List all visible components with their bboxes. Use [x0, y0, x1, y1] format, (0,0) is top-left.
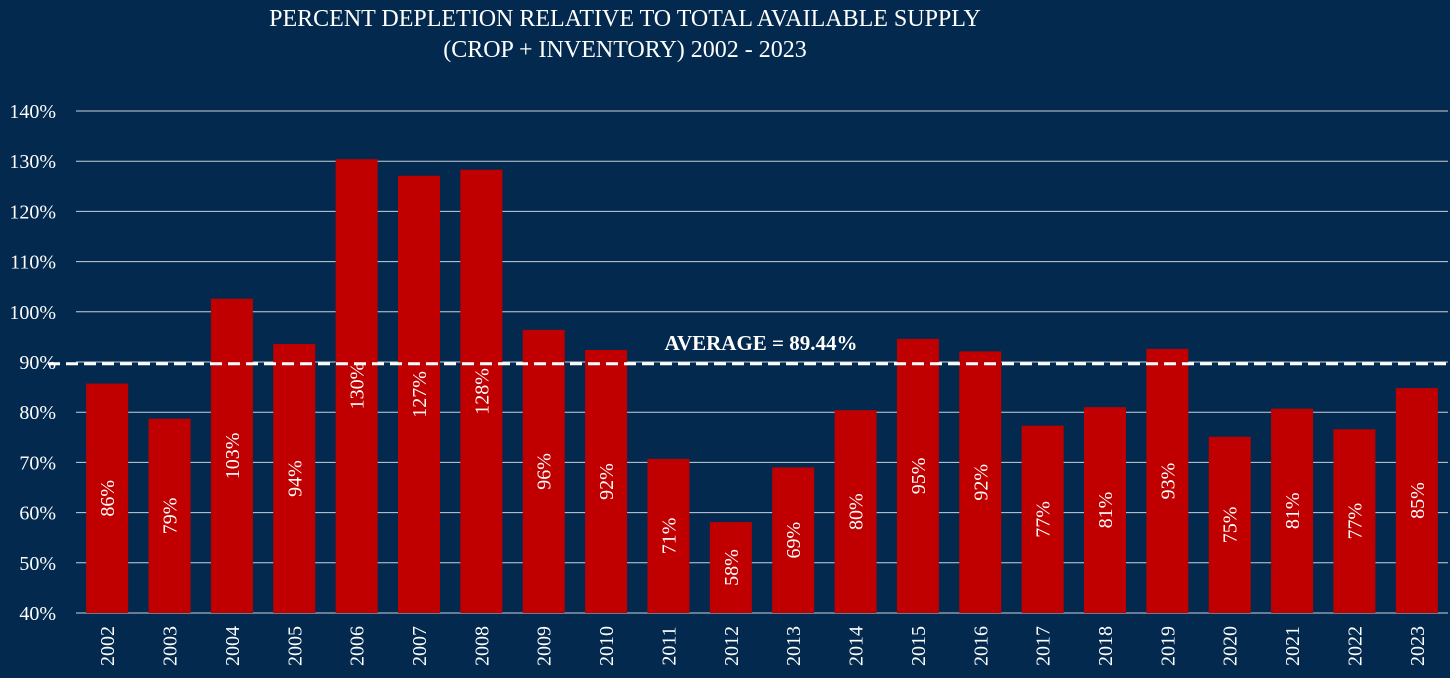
- bar-2006: [335, 159, 378, 613]
- data-label-2019: 93%: [1157, 463, 1179, 500]
- data-label-2016: 92%: [970, 464, 992, 501]
- y-tick-label: 90%: [19, 352, 56, 374]
- x-tick-label-2015: 2015: [908, 626, 930, 666]
- y-tick-label: 50%: [19, 553, 56, 575]
- bar-2011: [647, 458, 690, 613]
- y-tick-label: 100%: [9, 302, 56, 324]
- data-label-2017: 77%: [1033, 501, 1055, 538]
- data-label-2010: 92%: [596, 463, 618, 500]
- average-label: AVERAGE = 89.44%: [664, 331, 857, 355]
- data-label-2018: 81%: [1095, 492, 1117, 529]
- bar-2002: [86, 383, 129, 613]
- bar-2010: [585, 349, 628, 613]
- x-tick-label-2011: 2011: [658, 626, 680, 665]
- data-label-2006: 130%: [347, 363, 369, 410]
- x-tick-label-2021: 2021: [1282, 626, 1304, 666]
- bar-2013: [772, 467, 815, 613]
- data-label-2002: 86%: [97, 480, 119, 517]
- chart-title-line-1: PERCENT DEPLETION RELATIVE TO TOTAL AVAI…: [269, 6, 981, 32]
- x-tick-label-2003: 2003: [160, 626, 182, 666]
- data-label-2004: 103%: [222, 433, 244, 480]
- x-tick-label-2023: 2023: [1407, 626, 1429, 666]
- y-tick-label: 130%: [9, 151, 56, 173]
- data-label-2023: 85%: [1407, 482, 1429, 519]
- bar-2008: [460, 169, 503, 613]
- data-label-2022: 77%: [1344, 503, 1366, 540]
- x-tick-label-2018: 2018: [1095, 626, 1117, 666]
- data-label-2015: 95%: [908, 458, 930, 495]
- data-label-2007: 127%: [409, 371, 431, 418]
- data-label-2013: 69%: [783, 522, 805, 559]
- bar-2021: [1271, 408, 1314, 613]
- bar-2017: [1021, 425, 1064, 613]
- data-label-2005: 94%: [284, 460, 306, 497]
- bar-2014: [834, 410, 877, 613]
- y-tick-label: 110%: [10, 252, 56, 274]
- bar-2004: [210, 298, 253, 613]
- bar-2007: [398, 175, 440, 613]
- x-tick-label-2016: 2016: [970, 626, 992, 666]
- y-tick-label: 40%: [19, 603, 56, 625]
- y-tick-label: 60%: [19, 503, 56, 525]
- bar-2023: [1395, 388, 1438, 613]
- data-label-2021: 81%: [1282, 493, 1304, 530]
- x-tick-label-2019: 2019: [1157, 626, 1179, 666]
- x-tick-label-2009: 2009: [534, 626, 556, 666]
- data-label-2003: 79%: [160, 498, 182, 535]
- x-tick-label-2007: 2007: [409, 626, 431, 666]
- x-tick-label-2006: 2006: [347, 626, 369, 666]
- bar-2016: [959, 351, 1002, 613]
- chart-title-line-2: (CROP + INVENTORY) 2002 - 2023: [443, 37, 807, 63]
- bar-2018: [1084, 407, 1126, 613]
- bar-2020: [1208, 436, 1251, 613]
- x-tick-label-2012: 2012: [721, 626, 743, 666]
- x-tick-label-2010: 2010: [596, 626, 618, 666]
- x-tick-label-2005: 2005: [284, 626, 306, 666]
- bar-2019: [1146, 348, 1189, 613]
- data-label-2020: 75%: [1220, 507, 1242, 544]
- bar-2022: [1333, 429, 1376, 613]
- data-label-2009: 96%: [534, 453, 556, 490]
- data-label-2012: 58%: [721, 549, 743, 586]
- x-tick-label-2002: 2002: [97, 626, 119, 666]
- x-tick-label-2022: 2022: [1344, 626, 1366, 666]
- x-tick-label-2014: 2014: [846, 626, 868, 666]
- bar-2005: [273, 343, 316, 613]
- bar-2003: [148, 418, 191, 613]
- x-tick-label-2013: 2013: [783, 626, 805, 666]
- data-label-2008: 128%: [471, 368, 493, 415]
- x-tick-label-2008: 2008: [471, 626, 493, 666]
- bar-2015: [896, 338, 939, 613]
- chart-title: PERCENT DEPLETION RELATIVE TO TOTAL AVAI…: [0, 4, 1250, 66]
- y-tick-label: 120%: [9, 201, 56, 223]
- x-tick-label-2004: 2004: [222, 626, 244, 666]
- x-tick-label-2017: 2017: [1033, 626, 1055, 666]
- bar-2009: [522, 329, 565, 613]
- y-tick-label: 80%: [19, 402, 56, 424]
- data-label-2014: 80%: [846, 493, 868, 530]
- x-tick-label-2020: 2020: [1220, 626, 1242, 666]
- y-tick-label: 70%: [19, 452, 56, 474]
- bar-2012: [709, 522, 752, 613]
- y-tick-label: 140%: [9, 101, 56, 123]
- data-label-2011: 71%: [658, 518, 680, 555]
